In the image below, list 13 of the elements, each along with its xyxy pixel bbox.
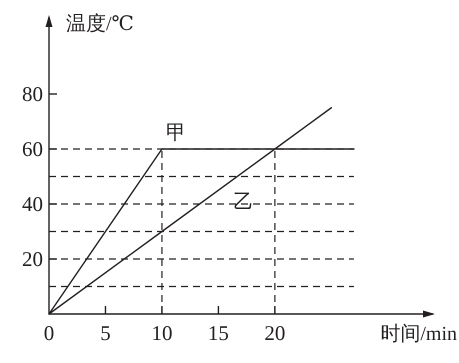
series-label: 甲 — [166, 122, 186, 144]
x-tick-label: 5 — [100, 321, 111, 345]
x-axis-title: 时间/min — [380, 323, 457, 345]
x-tick-label: 0 — [44, 321, 54, 345]
x-tick-label: 10 — [151, 321, 172, 345]
x-tick-label: 20 — [264, 321, 286, 345]
y-tick-label: 40 — [22, 192, 43, 216]
y-tick-label: 60 — [22, 137, 43, 161]
y-axis-title: 温度/℃ — [66, 13, 134, 35]
series-label: 乙 — [233, 190, 254, 213]
y-tick-label: 80 — [22, 82, 43, 106]
y-tick-label: 20 — [22, 247, 43, 271]
x-tick-label: 15 — [208, 321, 229, 345]
